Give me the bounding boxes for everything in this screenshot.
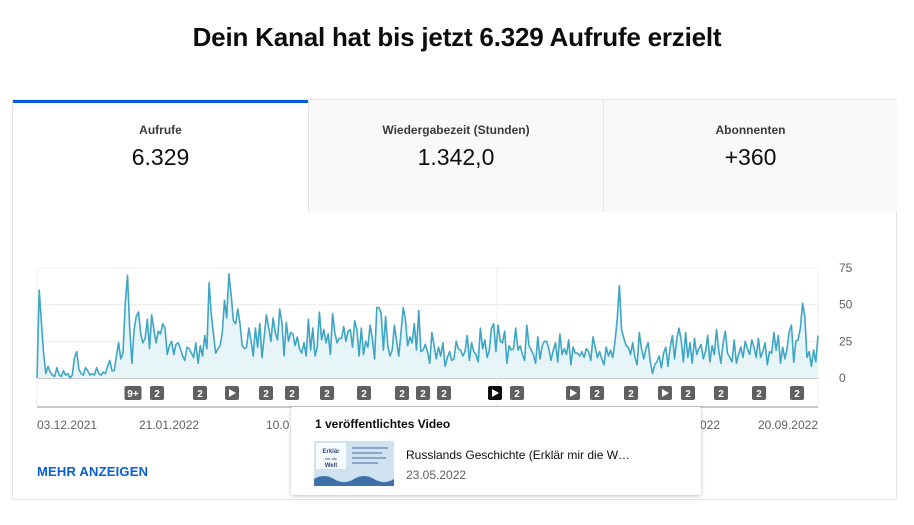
video-markers: 9+ 2 2 2 2 2 2 2 2 2 2 2 2 2 2 2 2: [124, 386, 804, 400]
play-icon: [229, 389, 236, 397]
marker-count: 2: [289, 389, 295, 400]
tab-views-value: 6.329: [131, 144, 190, 170]
video-marker-count[interactable]: 2: [150, 386, 164, 400]
marker-box: [193, 386, 207, 400]
metric-tabs: Aufrufe 6.329 Wiedergabezeit (Stunden) 1…: [13, 100, 898, 212]
video-thumbnail[interactable]: Erklär mir die Welt: [314, 441, 394, 486]
show-more-link[interactable]: MEHR ANZEIGEN: [37, 464, 149, 479]
marker-box: [395, 386, 409, 400]
video-marker-count[interactable]: 2: [752, 386, 766, 400]
y-tick-label: 0: [839, 371, 846, 385]
views-area: [37, 273, 818, 378]
marker-count: 2: [441, 389, 447, 400]
tab-watch-time-value: 1.342,0: [417, 144, 495, 170]
tab-watch-time-label: Wiedergabezeit (Stunden): [382, 123, 530, 137]
video-marker-count[interactable]: 2: [790, 386, 804, 400]
video-title[interactable]: Russlands Geschichte (Erklär mir die W…: [406, 448, 631, 462]
y-tick-label: 50: [839, 298, 853, 312]
marker-count: 9+: [127, 389, 139, 400]
y-tick-label: 25: [839, 334, 853, 348]
x-tick-label: 21.01.2022: [139, 418, 199, 432]
marker-box: [320, 386, 334, 400]
marker-count: 2: [361, 389, 367, 400]
y-tick-label: 75: [839, 261, 853, 275]
marker-box: [714, 386, 728, 400]
video-marker-count[interactable]: 2: [681, 386, 695, 400]
video-marker-play[interactable]: [488, 386, 502, 400]
play-icon: [570, 389, 577, 397]
analytics-card: Aufrufe 6.329 Wiedergabezeit (Stunden) 1…: [12, 99, 897, 500]
marker-box: [259, 386, 273, 400]
marker-box: [437, 386, 451, 400]
tab-subscribers-value: +360: [724, 144, 777, 170]
video-marker-count[interactable]: 2: [357, 386, 371, 400]
video-marker-count[interactable]: 2: [714, 386, 728, 400]
play-icon: [492, 389, 499, 397]
marker-box: [124, 386, 142, 400]
marker-box: [416, 386, 430, 400]
tab-watch-time[interactable]: Wiedergabezeit (Stunden) 1.342,0: [308, 100, 603, 212]
thumbnail-logo-text: mir die: [325, 456, 338, 461]
published-video-popup: 1 veröffentlichtes Video Erklär mir die …: [291, 407, 701, 495]
marker-count: 2: [154, 389, 160, 400]
video-marker-play[interactable]: [566, 386, 580, 400]
y-axis: 75 50 25 0: [839, 261, 853, 385]
video-marker-count[interactable]: 2: [437, 386, 451, 400]
play-icon: [662, 389, 669, 397]
marker-box: [590, 386, 604, 400]
marker-box: [790, 386, 804, 400]
marker-count: 2: [420, 389, 426, 400]
thumbnail-logo-text: Erklär: [322, 449, 340, 455]
marker-box: [624, 386, 638, 400]
marker-count: 2: [685, 389, 691, 400]
marker-count: 2: [263, 389, 269, 400]
marker-count: 2: [399, 389, 405, 400]
video-marker-count[interactable]: 2: [416, 386, 430, 400]
marker-count: 2: [718, 389, 724, 400]
page-headline: Dein Kanal hat bis jetzt 6.329 Aufrufe e…: [192, 22, 722, 52]
thumbnail-logo-text: Welt: [325, 463, 338, 469]
video-marker-count[interactable]: 2: [395, 386, 409, 400]
marker-count: 2: [197, 389, 203, 400]
video-marker-play[interactable]: [225, 386, 239, 400]
x-tick-label: 20.09.2022: [758, 418, 818, 432]
x-tick-label: 03.12.2021: [37, 418, 97, 432]
video-marker-count[interactable]: 2: [510, 386, 524, 400]
video-marker-count[interactable]: 9+: [124, 386, 142, 400]
popup-title: 1 veröffentlichtes Video: [315, 417, 451, 431]
marker-box: [285, 386, 299, 400]
x-axis: 03.12.2021 21.01.2022 10.0 2022 20.09.20…: [37, 418, 818, 432]
marker-box: [510, 386, 524, 400]
marker-count: 2: [756, 389, 762, 400]
tab-views-label: Aufrufe: [139, 123, 182, 137]
tab-subscribers[interactable]: Abonnenten +360: [603, 100, 897, 212]
video-marker-count[interactable]: 2: [259, 386, 273, 400]
marker-count: 2: [324, 389, 330, 400]
video-marker-count[interactable]: 2: [193, 386, 207, 400]
video-marker-count[interactable]: 2: [590, 386, 604, 400]
x-tick-label: 10.0: [266, 418, 290, 432]
video-marker-count[interactable]: 2: [624, 386, 638, 400]
marker-count: 2: [794, 389, 800, 400]
marker-box: [357, 386, 371, 400]
video-marker-count[interactable]: 2: [285, 386, 299, 400]
tab-subscribers-label: Abonnenten: [715, 123, 786, 137]
tab-views[interactable]: Aufrufe 6.329: [13, 100, 308, 212]
marker-box: [681, 386, 695, 400]
marker-box: [150, 386, 164, 400]
video-marker-count[interactable]: 2: [320, 386, 334, 400]
marker-count: 2: [628, 389, 634, 400]
marker-box: [752, 386, 766, 400]
thumbnail-image: Erklär mir die Welt: [314, 441, 394, 486]
views-line: [36, 273, 819, 379]
marker-count: 2: [514, 389, 520, 400]
video-marker-play[interactable]: [658, 386, 672, 400]
video-date: 23.05.2022: [406, 468, 467, 482]
marker-count: 2: [594, 389, 600, 400]
